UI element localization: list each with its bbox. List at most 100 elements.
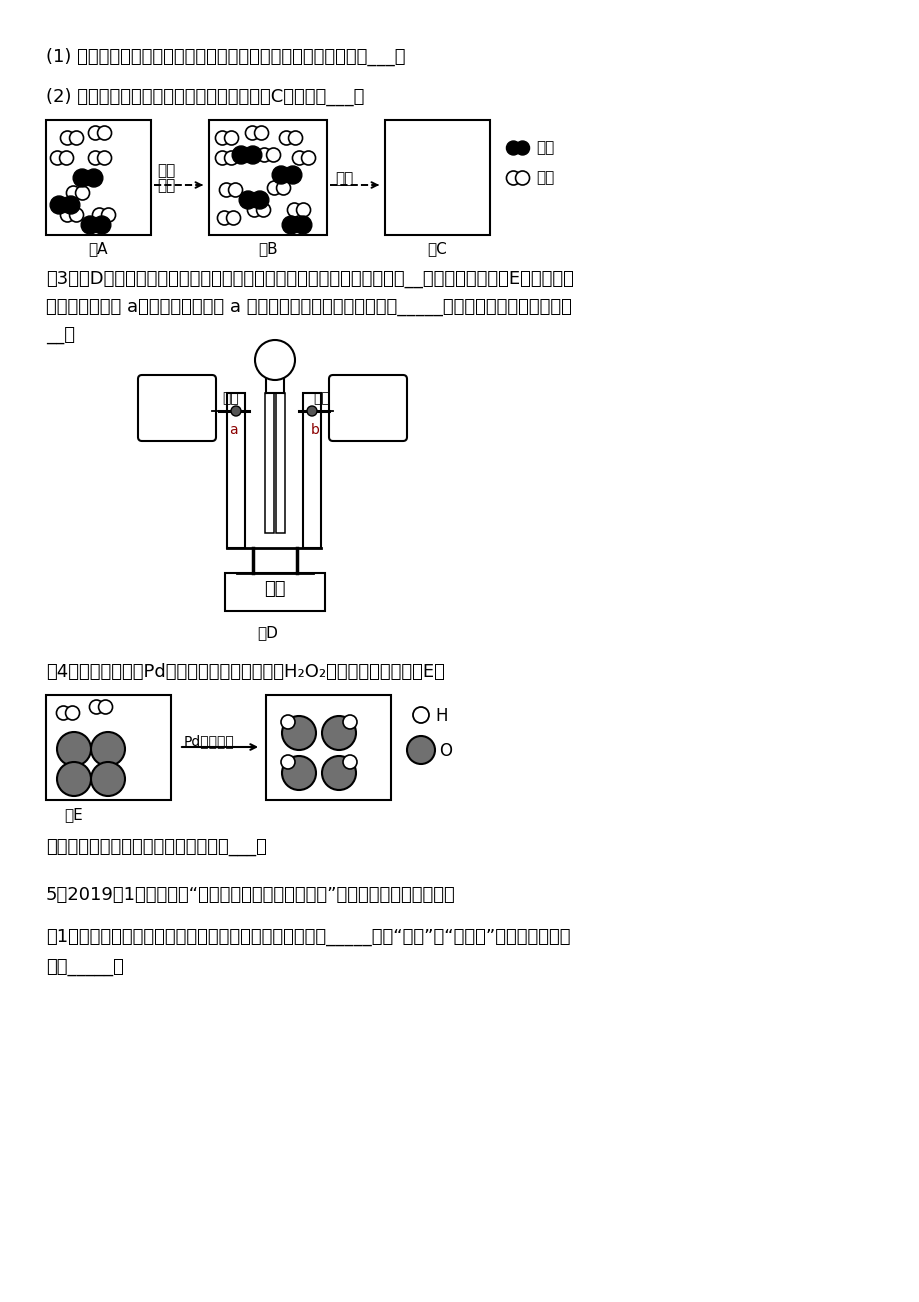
Circle shape: [92, 208, 107, 223]
Circle shape: [296, 203, 311, 217]
Text: 降温: 降温: [157, 178, 175, 193]
Circle shape: [505, 141, 520, 155]
Circle shape: [224, 151, 238, 165]
Bar: [209, 120, 326, 234]
Text: （3）图D为方法二的实验室装置，请在对应的位置画出产物的微观示意图__（原子模型参照图E）。反应结: （3）图D为方法二的实验室装置，请在对应的位置画出产物的微观示意图__（原子模型…: [46, 270, 573, 288]
Bar: [46, 120, 151, 234]
Circle shape: [257, 148, 271, 161]
Circle shape: [255, 340, 295, 380]
Bar: [266, 695, 391, 799]
Circle shape: [245, 126, 259, 141]
Circle shape: [89, 700, 103, 713]
Circle shape: [244, 146, 262, 164]
Circle shape: [65, 706, 79, 720]
Text: 升温: 升温: [335, 171, 353, 186]
Circle shape: [292, 151, 306, 165]
Text: a: a: [229, 423, 237, 437]
Circle shape: [93, 216, 110, 234]
Circle shape: [57, 762, 91, 796]
Circle shape: [91, 762, 125, 796]
Circle shape: [322, 716, 356, 750]
Circle shape: [75, 186, 89, 201]
Circle shape: [62, 197, 80, 214]
Circle shape: [51, 151, 64, 165]
Bar: [276, 393, 285, 533]
Circle shape: [282, 756, 315, 790]
Circle shape: [217, 211, 232, 225]
Circle shape: [289, 132, 302, 145]
Circle shape: [66, 186, 80, 201]
Circle shape: [255, 126, 268, 141]
Circle shape: [70, 132, 84, 145]
Circle shape: [280, 755, 295, 769]
Circle shape: [97, 126, 111, 141]
Circle shape: [343, 755, 357, 769]
Circle shape: [215, 132, 229, 145]
Circle shape: [88, 126, 102, 141]
Circle shape: [61, 132, 74, 145]
Circle shape: [239, 191, 257, 210]
Circle shape: [101, 208, 116, 223]
Text: 束后，打开活塞 a用燃着的木条点燃 a 中的气体，出现的实验现象是：_____，该现象的化学方程式是：: 束后，打开活塞 a用燃着的木条点燃 a 中的气体，出现的实验现象是：_____，…: [46, 298, 572, 316]
Circle shape: [51, 197, 68, 214]
Circle shape: [515, 141, 529, 155]
Text: (1) 从微观的角度分析，在方法一空气液化过程中，主要改变的是___。: (1) 从微观的角度分析，在方法一空气液化过程中，主要改变的是___。: [46, 48, 405, 66]
Circle shape: [267, 181, 281, 195]
Bar: [227, 393, 244, 548]
Circle shape: [247, 203, 261, 217]
Circle shape: [322, 756, 356, 790]
Circle shape: [232, 146, 250, 164]
Circle shape: [293, 216, 312, 234]
Circle shape: [215, 151, 229, 165]
Circle shape: [85, 169, 103, 187]
Text: 图D: 图D: [256, 625, 278, 641]
Circle shape: [280, 715, 295, 729]
Circle shape: [267, 148, 280, 161]
Circle shape: [88, 151, 102, 165]
Text: (2) 分离液态空气的微观示意图如下，请把图C补充完整___。: (2) 分离液态空气的微观示意图如下，请把图C补充完整___。: [46, 89, 364, 107]
Circle shape: [81, 216, 99, 234]
Circle shape: [91, 732, 125, 766]
Text: 根据微观示意图写出对应的化学方程式___。: 根据微观示意图写出对应的化学方程式___。: [46, 838, 267, 855]
Circle shape: [251, 191, 268, 210]
Circle shape: [226, 211, 240, 225]
Bar: [302, 393, 321, 548]
Text: 图C: 图C: [426, 241, 447, 256]
Text: 图A: 图A: [88, 241, 108, 256]
Text: 氧气: 氧气: [536, 141, 553, 155]
Circle shape: [56, 706, 71, 720]
Circle shape: [307, 406, 317, 417]
Circle shape: [301, 151, 315, 165]
Circle shape: [515, 171, 529, 185]
Text: Pd基催化剂: Pd基催化剂: [184, 734, 234, 749]
Circle shape: [57, 732, 91, 766]
Circle shape: [287, 203, 301, 217]
Text: 氮气: 氮气: [536, 171, 553, 185]
Bar: [384, 120, 490, 234]
Circle shape: [70, 208, 84, 223]
Text: 电源: 电源: [264, 579, 286, 598]
Text: 图B: 图B: [258, 241, 278, 256]
Circle shape: [97, 151, 111, 165]
Text: （1）影片中幻想了因太阳氦闪，地球将被摧毁。氦气属于_____（填“单质”或“化合物”），你的判断依: （1）影片中幻想了因太阳氦闪，地球将被摧毁。氦气属于_____（填“单质”或“化…: [46, 928, 570, 947]
Text: 加压: 加压: [157, 163, 175, 178]
Circle shape: [61, 208, 74, 223]
Text: 活塞: 活塞: [312, 391, 329, 405]
Circle shape: [228, 184, 243, 197]
Text: H: H: [435, 707, 447, 725]
Bar: [265, 393, 274, 533]
Text: 5、2019年1月，被称为“第一部中国自己的科幻大片”《流浪地球》受到关注。: 5、2019年1月，被称为“第一部中国自己的科幻大片”《流浪地球》受到关注。: [46, 885, 455, 904]
Circle shape: [224, 132, 238, 145]
Circle shape: [74, 169, 91, 187]
Circle shape: [406, 736, 435, 764]
Circle shape: [220, 184, 233, 197]
Text: 图E: 图E: [64, 807, 83, 822]
Circle shape: [413, 707, 428, 723]
Text: b: b: [311, 423, 320, 437]
Circle shape: [60, 151, 74, 165]
Circle shape: [282, 216, 300, 234]
Bar: [225, 573, 324, 611]
Circle shape: [279, 132, 293, 145]
Circle shape: [98, 700, 112, 713]
Circle shape: [272, 165, 289, 184]
